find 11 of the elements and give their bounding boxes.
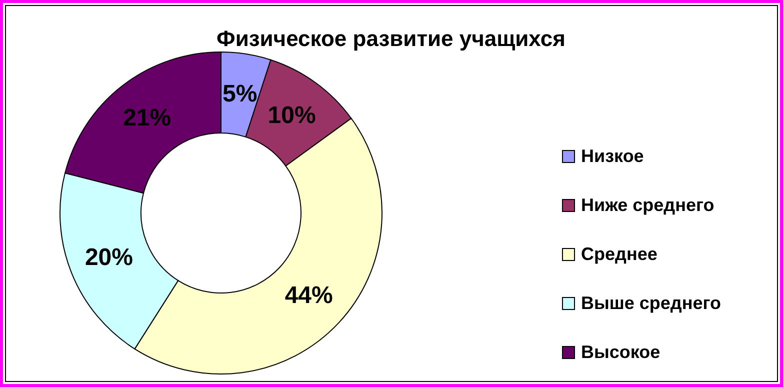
- legend-label: Ниже среднего: [581, 194, 714, 216]
- legend-label: Выше среднего: [581, 292, 721, 314]
- data-label: 20%: [84, 244, 133, 271]
- chart-title: Физическое развитие учащихся: [216, 26, 566, 52]
- data-label: 21%: [123, 104, 172, 132]
- data-label: 44%: [284, 282, 333, 309]
- legend-label: Высокое: [581, 342, 660, 362]
- legend-label: Низкое: [581, 146, 644, 166]
- data-label: 5%: [222, 80, 258, 108]
- data-label: 10%: [268, 102, 316, 130]
- legend-label: Среднее: [581, 244, 658, 264]
